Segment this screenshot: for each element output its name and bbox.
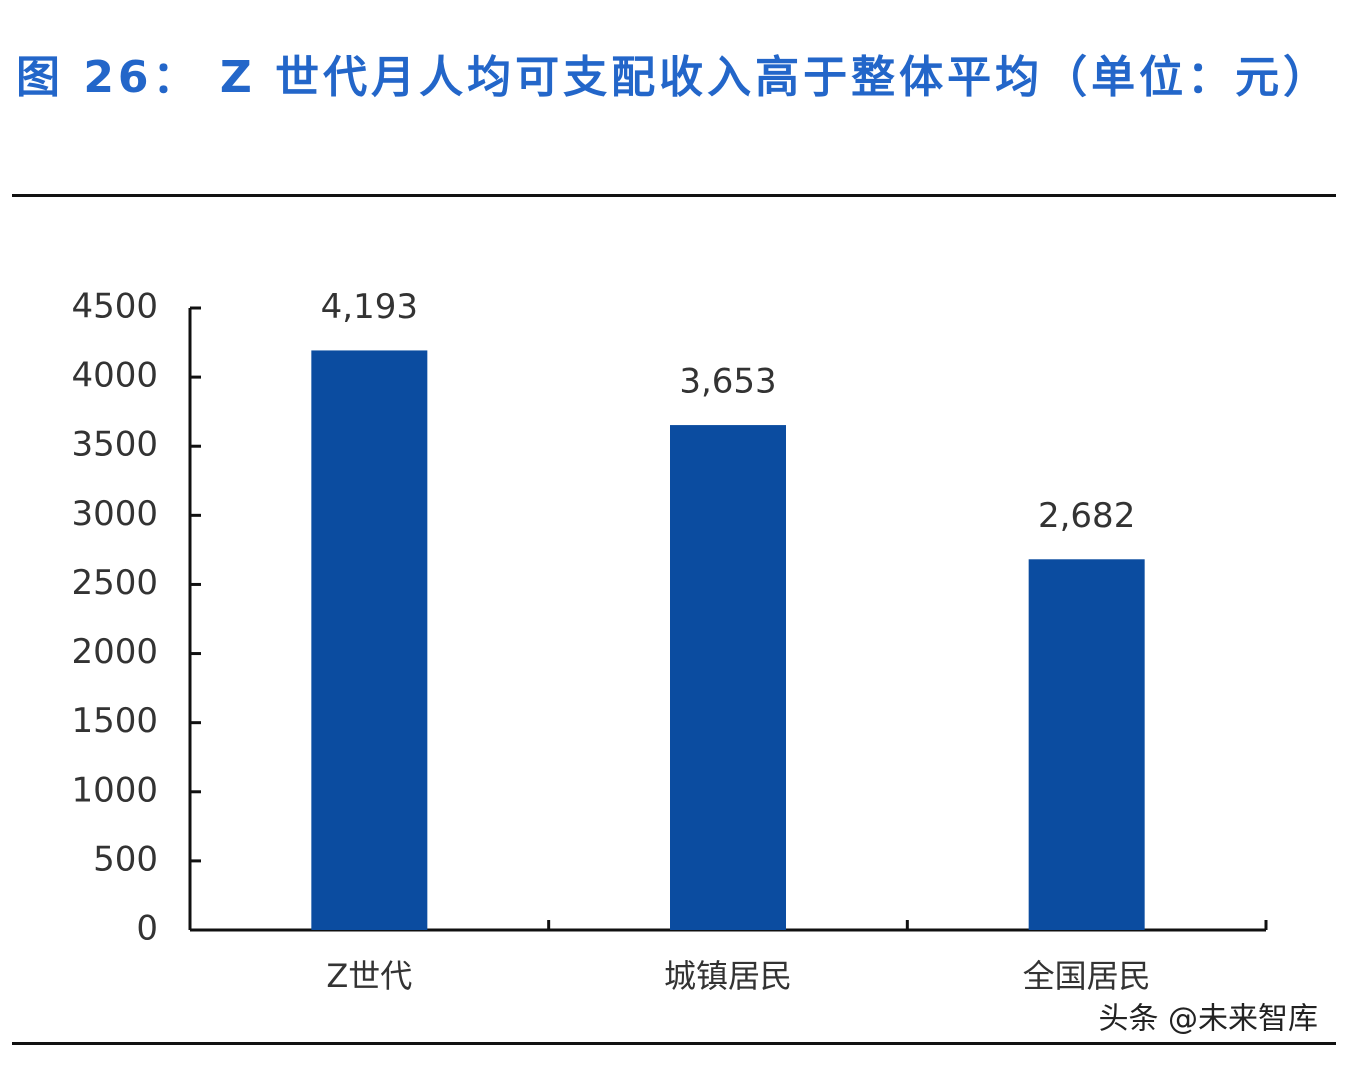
y-tick-label: 4500 [71,287,158,327]
x-tick-label: 全国居民 [1023,957,1151,995]
bottom-rule [12,1042,1336,1045]
bar [311,350,428,931]
y-tick-label: 500 [93,839,158,879]
y-tick-label: 2500 [71,563,158,603]
y-tick-label: 2000 [71,632,158,672]
value-label: 2,682 [1038,496,1135,536]
x-tick-label: Z世代 [326,957,412,995]
y-tick-label: 3000 [71,494,158,534]
y-tick-label: 4000 [71,356,158,396]
y-tick-label: 0 [136,909,158,949]
bar [670,425,786,930]
y-tick-label: 1000 [71,770,158,810]
value-label: 3,653 [679,362,776,402]
title-rule [12,194,1336,197]
x-tick-label: 城镇居民 [664,957,792,995]
chart-title: 图 26： Z 世代月人均可支配收入高于整体平均（单位：元） [16,52,1332,103]
value-label: 4,193 [321,287,418,327]
bar [1028,559,1145,930]
y-tick-label: 1500 [71,701,158,741]
watermark: 头条 @未来智库 [1098,1002,1318,1037]
y-tick-label: 3500 [71,425,158,465]
